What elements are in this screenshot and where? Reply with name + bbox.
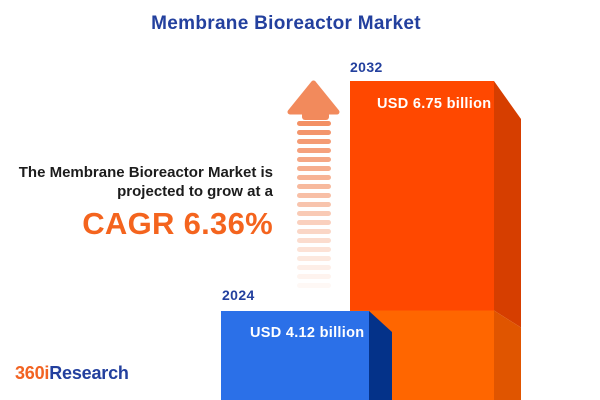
cagr-value: CAGR 6.36% [82,206,273,241]
growth-arrow-icon [287,80,340,288]
bar-2032-growth-side-face [494,81,521,328]
value-label-2024: USD 4.12 billion [250,325,365,341]
brand-logo: 360iResearch [15,363,129,384]
brand-logo-part1: 360i [15,363,50,383]
page-title: Membrane Bioreactor Market [151,13,421,34]
bar-2024-front-face [221,311,369,400]
bar-2024 [221,311,392,400]
growth-statement-line1: The Membrane Bioreactor Market is [18,164,273,181]
value-label-2032: USD 6.75 billion [377,96,492,112]
brand-logo-part2: Research [49,363,129,383]
bar-2032-base-side-face [494,310,521,400]
growth-statement: The Membrane Bioreactor Market is projec… [19,163,273,242]
growth-statement-line2: projected to grow at a [117,183,273,200]
arrow-stripes [297,121,331,288]
year-label-2024: 2024 [222,287,255,303]
year-label-2032: 2032 [350,59,383,75]
arrow-neck [302,103,329,120]
bar-2024-side-face [369,311,392,400]
bar-2032-growth-front-face [350,81,494,311]
